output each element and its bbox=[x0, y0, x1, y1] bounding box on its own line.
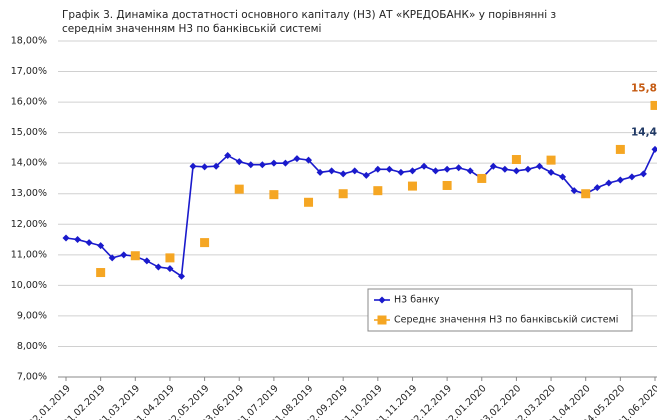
marker bbox=[466, 167, 474, 175]
marker bbox=[651, 145, 657, 153]
y-tick-label: 17,00% bbox=[11, 66, 47, 77]
marker bbox=[281, 159, 289, 167]
marker bbox=[501, 165, 509, 173]
y-tick-label: 15,00% bbox=[11, 127, 47, 138]
marker bbox=[442, 180, 452, 190]
marker bbox=[316, 168, 324, 176]
marker bbox=[373, 186, 383, 196]
marker bbox=[593, 184, 601, 192]
marker bbox=[650, 100, 657, 110]
marker bbox=[615, 144, 625, 154]
marker bbox=[177, 272, 185, 280]
marker bbox=[351, 167, 359, 175]
marker bbox=[62, 234, 70, 242]
y-tick-label: 10,00% bbox=[11, 280, 47, 291]
marker bbox=[74, 236, 82, 244]
marker bbox=[293, 155, 301, 163]
chart-title: Графік 3. Динаміка достатності основного… bbox=[62, 9, 557, 35]
y-tick-label: 18,00% bbox=[11, 36, 47, 47]
marker bbox=[536, 162, 544, 170]
marker bbox=[201, 163, 209, 171]
y-tick-label: 9,00% bbox=[17, 310, 47, 321]
marker bbox=[235, 158, 243, 166]
marker bbox=[570, 187, 578, 195]
marker bbox=[258, 161, 266, 169]
marker bbox=[166, 265, 174, 273]
marker bbox=[189, 162, 197, 170]
legend-label: Середнє значення Н3 по банківській систе… bbox=[394, 315, 618, 326]
legend-marker bbox=[378, 296, 386, 304]
marker bbox=[305, 156, 313, 164]
x-tick-label: 02.01.2019 bbox=[27, 383, 73, 420]
marker bbox=[108, 254, 116, 262]
legend-label: Н3 банку bbox=[394, 295, 440, 306]
marker bbox=[270, 159, 278, 167]
marker bbox=[397, 168, 405, 176]
marker bbox=[547, 168, 555, 176]
marker bbox=[628, 173, 636, 181]
marker bbox=[224, 152, 232, 160]
marker bbox=[420, 162, 428, 170]
marker bbox=[362, 171, 370, 179]
y-tick-label: 13,00% bbox=[11, 188, 47, 199]
marker bbox=[639, 170, 647, 178]
marker bbox=[605, 179, 613, 187]
value-label: 15,89 bbox=[631, 82, 657, 94]
marker bbox=[443, 165, 451, 173]
marker bbox=[432, 167, 440, 175]
marker bbox=[546, 155, 556, 165]
series-line bbox=[65, 149, 656, 278]
marker bbox=[616, 176, 624, 184]
marker bbox=[511, 155, 521, 165]
marker bbox=[234, 184, 244, 194]
marker bbox=[489, 162, 497, 170]
y-tick-label: 14,00% bbox=[11, 158, 47, 169]
marker bbox=[212, 162, 220, 170]
legend-box bbox=[367, 288, 633, 332]
marker bbox=[304, 197, 314, 207]
marker bbox=[408, 167, 416, 175]
marker bbox=[165, 253, 175, 263]
y-tick-label: 16,00% bbox=[11, 97, 47, 108]
marker bbox=[247, 161, 255, 169]
marker bbox=[269, 190, 279, 200]
marker bbox=[477, 173, 487, 183]
marker bbox=[200, 238, 210, 248]
marker bbox=[559, 173, 567, 181]
marker bbox=[455, 164, 463, 172]
marker bbox=[143, 257, 151, 265]
marker bbox=[524, 165, 532, 173]
marker bbox=[85, 239, 93, 247]
marker bbox=[130, 251, 140, 261]
value-label: 14,45 bbox=[631, 126, 657, 138]
marker bbox=[407, 181, 417, 191]
y-tick-label: 8,00% bbox=[17, 341, 47, 352]
marker bbox=[328, 167, 336, 175]
marker bbox=[374, 165, 382, 173]
marker bbox=[120, 251, 128, 259]
marker bbox=[96, 268, 106, 278]
marker bbox=[97, 242, 105, 250]
y-tick-label: 11,00% bbox=[11, 249, 47, 260]
marker bbox=[512, 167, 520, 175]
marker bbox=[154, 263, 162, 271]
marker bbox=[581, 189, 591, 199]
marker bbox=[338, 189, 348, 199]
y-tick-label: 12,00% bbox=[11, 219, 47, 230]
legend-marker bbox=[377, 315, 387, 325]
y-tick-label: 7,00% bbox=[17, 372, 47, 383]
marker bbox=[339, 170, 347, 178]
marker bbox=[385, 165, 393, 173]
